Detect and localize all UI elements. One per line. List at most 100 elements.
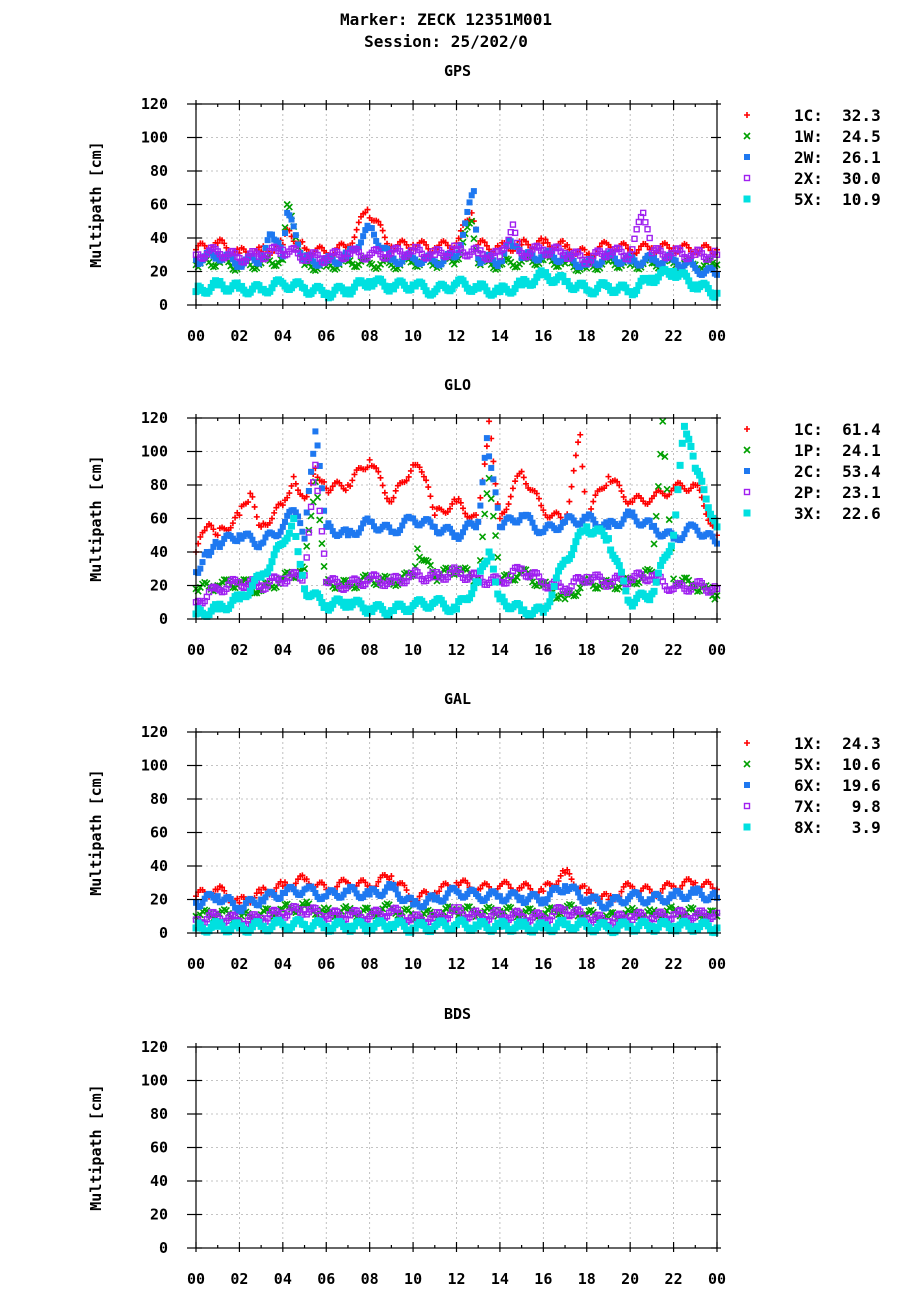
data-point-5x xyxy=(318,286,326,294)
data-point-3x xyxy=(489,565,497,573)
data-point-2c xyxy=(364,515,371,522)
data-point-1p xyxy=(314,493,322,501)
data-point-1c xyxy=(509,485,516,492)
data-point-8x xyxy=(518,922,526,930)
data-point-3x xyxy=(227,601,235,609)
data-point-8x xyxy=(613,925,621,933)
data-point-1x xyxy=(219,884,226,891)
data-point-1c xyxy=(401,238,408,245)
data-point-3x xyxy=(685,435,693,443)
data-point-1c xyxy=(455,495,462,502)
data-point-6x xyxy=(362,891,369,898)
data-point-1x xyxy=(436,888,443,895)
data-point-5x xyxy=(261,905,270,913)
data-point-2c xyxy=(692,523,699,530)
data-point-2c xyxy=(344,532,351,539)
data-point-1c xyxy=(392,487,399,494)
data-point-2x xyxy=(642,219,649,226)
data-point-3x xyxy=(654,569,662,577)
x-tick-label: 20 xyxy=(621,641,639,659)
data-point-1x xyxy=(299,872,306,879)
data-point-5x xyxy=(218,281,226,289)
data-point-1c xyxy=(208,522,215,529)
data-point-1c xyxy=(538,502,545,509)
y-tick-label: 100 xyxy=(141,443,168,461)
data-point-2w xyxy=(494,263,501,270)
y-tick-label: 120 xyxy=(141,95,168,113)
data-point-1c xyxy=(542,236,549,243)
data-point-8x xyxy=(342,926,350,934)
data-point-2w xyxy=(453,253,460,260)
data-point-1c xyxy=(420,238,427,245)
data-point-1x xyxy=(581,883,588,890)
panel-bds: BDS 0 20 40 60 80 100 120 00 02 04 06 08 10 12 14 16 18 20… xyxy=(87,1005,726,1288)
data-point-3x xyxy=(550,582,558,590)
data-point-5x xyxy=(329,290,337,298)
data-point-3x xyxy=(702,495,710,503)
data-point-1c xyxy=(705,244,712,251)
data-point-2c xyxy=(531,524,538,531)
legend-marker-6x xyxy=(744,782,750,788)
data-point-6x xyxy=(353,890,360,897)
data-point-2w xyxy=(570,257,577,264)
x-tick-label: 04 xyxy=(274,1270,292,1288)
legend-marker-2p xyxy=(743,488,751,496)
data-point-8x xyxy=(268,923,276,931)
data-point-3x xyxy=(251,576,259,584)
data-point-2c xyxy=(481,454,488,461)
data-point-3x xyxy=(314,590,322,598)
data-point-2c xyxy=(618,520,625,527)
data-point-3x xyxy=(466,594,474,602)
data-point-8x xyxy=(674,924,682,932)
x-tick-label: 04 xyxy=(274,327,292,345)
data-point-2c xyxy=(475,518,482,525)
y-tick-label: 80 xyxy=(150,790,168,808)
data-point-1c xyxy=(503,506,510,513)
data-point-2c xyxy=(516,517,523,524)
data-point-1c xyxy=(303,493,310,500)
data-point-2p xyxy=(320,550,328,557)
data-point-6x xyxy=(492,890,499,897)
data-point-1c xyxy=(483,242,490,249)
data-point-8x xyxy=(552,923,560,931)
data-point-8x xyxy=(515,918,523,926)
data-point-6x xyxy=(540,896,547,903)
data-point-1c xyxy=(375,468,382,475)
data-point-5x xyxy=(461,280,469,288)
data-point-1c xyxy=(347,483,354,490)
data-point-2c xyxy=(453,532,460,539)
data-point-1x xyxy=(416,893,423,900)
data-point-2c xyxy=(262,534,269,541)
data-point-2c xyxy=(208,548,215,555)
data-point-1c xyxy=(268,515,275,522)
data-point-2c xyxy=(460,529,467,536)
data-point-6x xyxy=(677,890,684,897)
x-tick-label: 08 xyxy=(361,955,379,973)
data-point-8x xyxy=(400,922,408,930)
y-tick-label: 120 xyxy=(141,723,168,741)
data-point-1p xyxy=(663,485,671,493)
data-point-1c xyxy=(557,514,564,521)
data-point-2w xyxy=(598,258,605,265)
data-point-5x xyxy=(531,278,539,286)
y-tick-label: 60 xyxy=(150,824,168,842)
data-point-2x xyxy=(633,226,640,233)
data-point-8x xyxy=(344,922,352,930)
data-point-1x xyxy=(234,895,241,902)
data-point-2c xyxy=(633,518,640,525)
data-point-8x xyxy=(398,919,406,927)
data-point-1x xyxy=(505,881,512,888)
data-point-6x xyxy=(470,887,477,894)
data-point-5x xyxy=(301,284,309,292)
data-point-3x xyxy=(652,578,660,586)
data-point-1c xyxy=(321,478,328,485)
data-point-1c xyxy=(455,235,462,242)
data-point-1c xyxy=(403,241,410,248)
data-point-8x xyxy=(322,922,330,930)
data-point-3x xyxy=(268,558,276,566)
data-point-5x xyxy=(594,284,602,292)
data-point-3x xyxy=(617,568,625,576)
data-point-8x xyxy=(704,922,712,930)
data-point-2w xyxy=(462,220,469,227)
data-point-6x xyxy=(379,891,386,898)
